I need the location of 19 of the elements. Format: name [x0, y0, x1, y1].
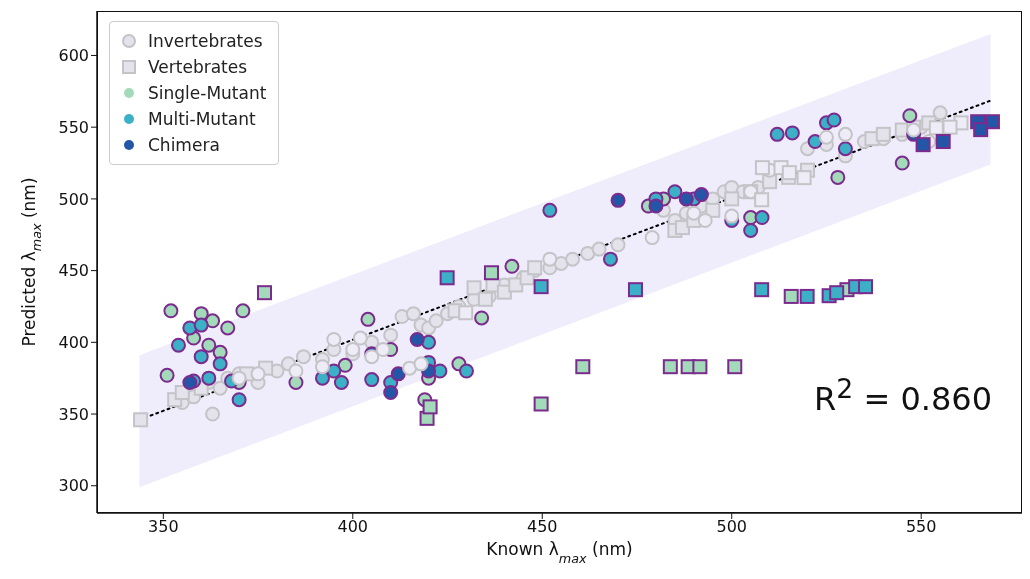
y-tick-label: 600	[58, 46, 89, 66]
x-axis-title: Known λ$_{max}$ (nm)	[486, 539, 633, 566]
legend-label: Multi-Mutant	[148, 109, 256, 129]
y-tick-label: 450	[58, 261, 89, 281]
x-tick-label: 400	[337, 517, 369, 537]
legend-label: Chimera	[148, 135, 220, 155]
y-tick-label: 300	[58, 476, 89, 496]
x-tick-label: 450	[526, 517, 558, 537]
legend-label: Single-Mutant	[148, 83, 267, 103]
legend-label: Vertebrates	[148, 57, 248, 77]
y-tick-label: 500	[58, 189, 89, 209]
x-tick-label: 550	[905, 517, 937, 537]
y-tick-label: 400	[58, 333, 89, 352]
x-tick-label: 350	[148, 517, 179, 537]
legend-label: Invertebrates	[148, 31, 263, 51]
x-tick-label: 500	[716, 517, 747, 537]
annotation: R$^{2}$ = 0.860	[814, 373, 992, 418]
y-tick-label: 550	[58, 117, 89, 137]
y-tick-label: 350	[58, 404, 89, 424]
